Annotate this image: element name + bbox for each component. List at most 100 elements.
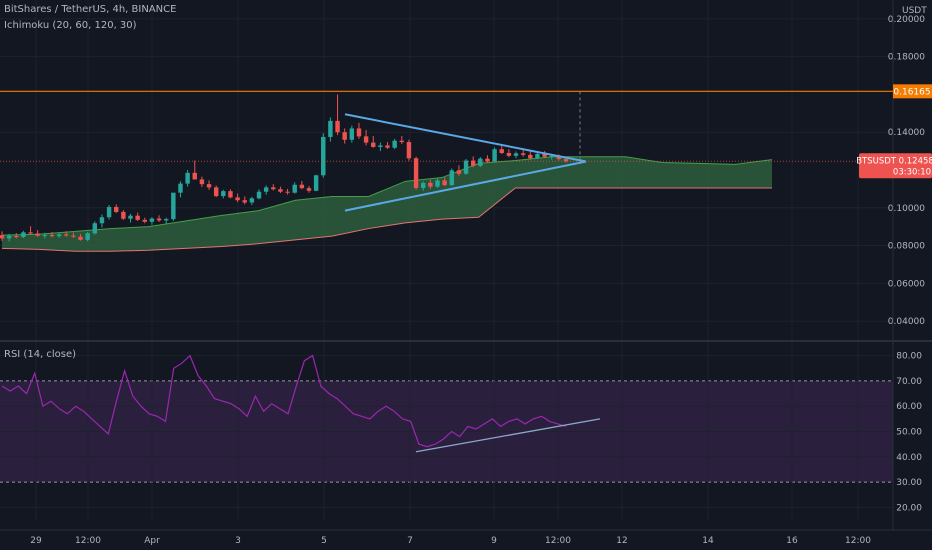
candle-body bbox=[285, 191, 290, 193]
x-tick-label: 16 bbox=[786, 536, 798, 546]
candle-body bbox=[563, 159, 569, 162]
candle-body bbox=[263, 187, 269, 192]
candle-body bbox=[542, 153, 547, 157]
price-tick-label: 0.04000 bbox=[888, 317, 925, 327]
candle-body bbox=[399, 140, 405, 143]
candle-body bbox=[392, 140, 397, 148]
candle-body bbox=[242, 200, 247, 203]
price-tick-label: 0.10000 bbox=[888, 204, 925, 214]
candle-body bbox=[256, 191, 262, 199]
candle-body bbox=[435, 180, 440, 187]
price-label-countdown: 03:30:10 bbox=[893, 167, 931, 177]
candle-body bbox=[278, 189, 283, 192]
x-tick-label: 12:00 bbox=[845, 536, 871, 546]
candle-body bbox=[406, 142, 412, 159]
candle-body bbox=[213, 187, 219, 197]
candle-body bbox=[449, 170, 454, 186]
candle-body bbox=[463, 160, 469, 174]
candle-body bbox=[499, 149, 504, 153]
resistance-label: 0.16165 bbox=[893, 87, 930, 97]
rsi-tick-label: 30.00 bbox=[896, 478, 922, 488]
candle-body bbox=[535, 153, 540, 159]
candle-body bbox=[206, 184, 212, 188]
candle-body bbox=[35, 233, 40, 236]
candle-body bbox=[485, 158, 490, 162]
candle-body bbox=[71, 235, 76, 237]
resistance-label-bg bbox=[893, 84, 932, 99]
rsi-tick-label: 80.00 bbox=[896, 352, 922, 362]
candle-body bbox=[299, 184, 305, 189]
candle-body bbox=[328, 120, 333, 137]
candle-body bbox=[14, 235, 19, 238]
candle-body bbox=[556, 155, 562, 160]
candle-body bbox=[78, 236, 83, 240]
candle-body bbox=[321, 136, 326, 176]
candle-body bbox=[271, 187, 276, 190]
candle-body bbox=[28, 232, 33, 234]
triangle-lower-line bbox=[344, 160, 587, 212]
candle-body bbox=[192, 172, 197, 180]
x-tick-label: 3 bbox=[235, 536, 241, 546]
x-tick-label: 5 bbox=[321, 536, 327, 546]
candle-body bbox=[413, 158, 419, 188]
candle-body bbox=[470, 160, 476, 166]
candle-body bbox=[428, 182, 433, 187]
indicator-title: Ichimoku (20, 60, 120, 30) bbox=[4, 20, 137, 31]
candle-body bbox=[49, 234, 55, 237]
price-label-bg bbox=[859, 153, 932, 179]
candle-body bbox=[142, 219, 147, 222]
rsi-tick-label: 70.00 bbox=[896, 377, 922, 387]
candle-body bbox=[492, 149, 497, 162]
candle-body bbox=[128, 215, 133, 219]
candle-body bbox=[99, 217, 105, 224]
axis-unit: USDT bbox=[902, 6, 927, 16]
candle-body bbox=[456, 170, 462, 174]
price-label-text: BTSUSDT 0.12458 bbox=[856, 156, 932, 166]
candle-body bbox=[356, 128, 362, 137]
candle-body bbox=[199, 179, 205, 185]
candle-body bbox=[156, 218, 162, 221]
price-tick-label: 0.06000 bbox=[888, 279, 925, 289]
price-tick-label: 0.14000 bbox=[888, 128, 925, 138]
candle-body bbox=[513, 153, 519, 156]
candle-body bbox=[163, 219, 169, 221]
candle-body bbox=[0, 235, 5, 239]
candle-body bbox=[106, 207, 112, 218]
candle-body bbox=[135, 215, 140, 220]
candle-body bbox=[371, 142, 376, 147]
candle-body bbox=[92, 223, 98, 234]
x-tick-label: 12 bbox=[616, 536, 627, 546]
candle-body bbox=[378, 145, 383, 147]
price-tick-label: 0.18000 bbox=[888, 53, 925, 63]
x-tick-label: 12:00 bbox=[75, 536, 101, 546]
candle-body bbox=[64, 234, 69, 236]
rsi-title: RSI (14, close) bbox=[4, 349, 77, 360]
candle-body bbox=[149, 218, 155, 222]
candle-body bbox=[221, 191, 226, 197]
candle-body bbox=[442, 180, 447, 186]
candle-body bbox=[342, 132, 347, 140]
x-tick-label: 7 bbox=[407, 536, 413, 546]
price-tick-label: 0.08000 bbox=[888, 242, 925, 252]
candle-body bbox=[6, 235, 12, 239]
cloud-span-a bbox=[1, 156, 773, 236]
ichimoku-cloud bbox=[2, 156, 772, 252]
rsi-tick-label: 50.00 bbox=[896, 428, 922, 438]
candle-body bbox=[185, 172, 190, 184]
candle-body bbox=[171, 192, 176, 220]
rsi-tick-label: 20.00 bbox=[896, 503, 922, 513]
candle-body bbox=[121, 211, 126, 219]
candle-body bbox=[21, 232, 26, 238]
candle-body bbox=[306, 188, 312, 191]
candle-body bbox=[114, 207, 119, 212]
candle-body bbox=[478, 158, 483, 166]
x-tick-label: Apr bbox=[144, 536, 160, 546]
candle-body bbox=[520, 153, 526, 155]
x-tick-label: 12:00 bbox=[545, 536, 571, 546]
candle-body bbox=[178, 183, 183, 193]
x-tick-label: 14 bbox=[702, 536, 714, 546]
candle-body bbox=[249, 198, 255, 203]
candle-body bbox=[228, 191, 233, 198]
